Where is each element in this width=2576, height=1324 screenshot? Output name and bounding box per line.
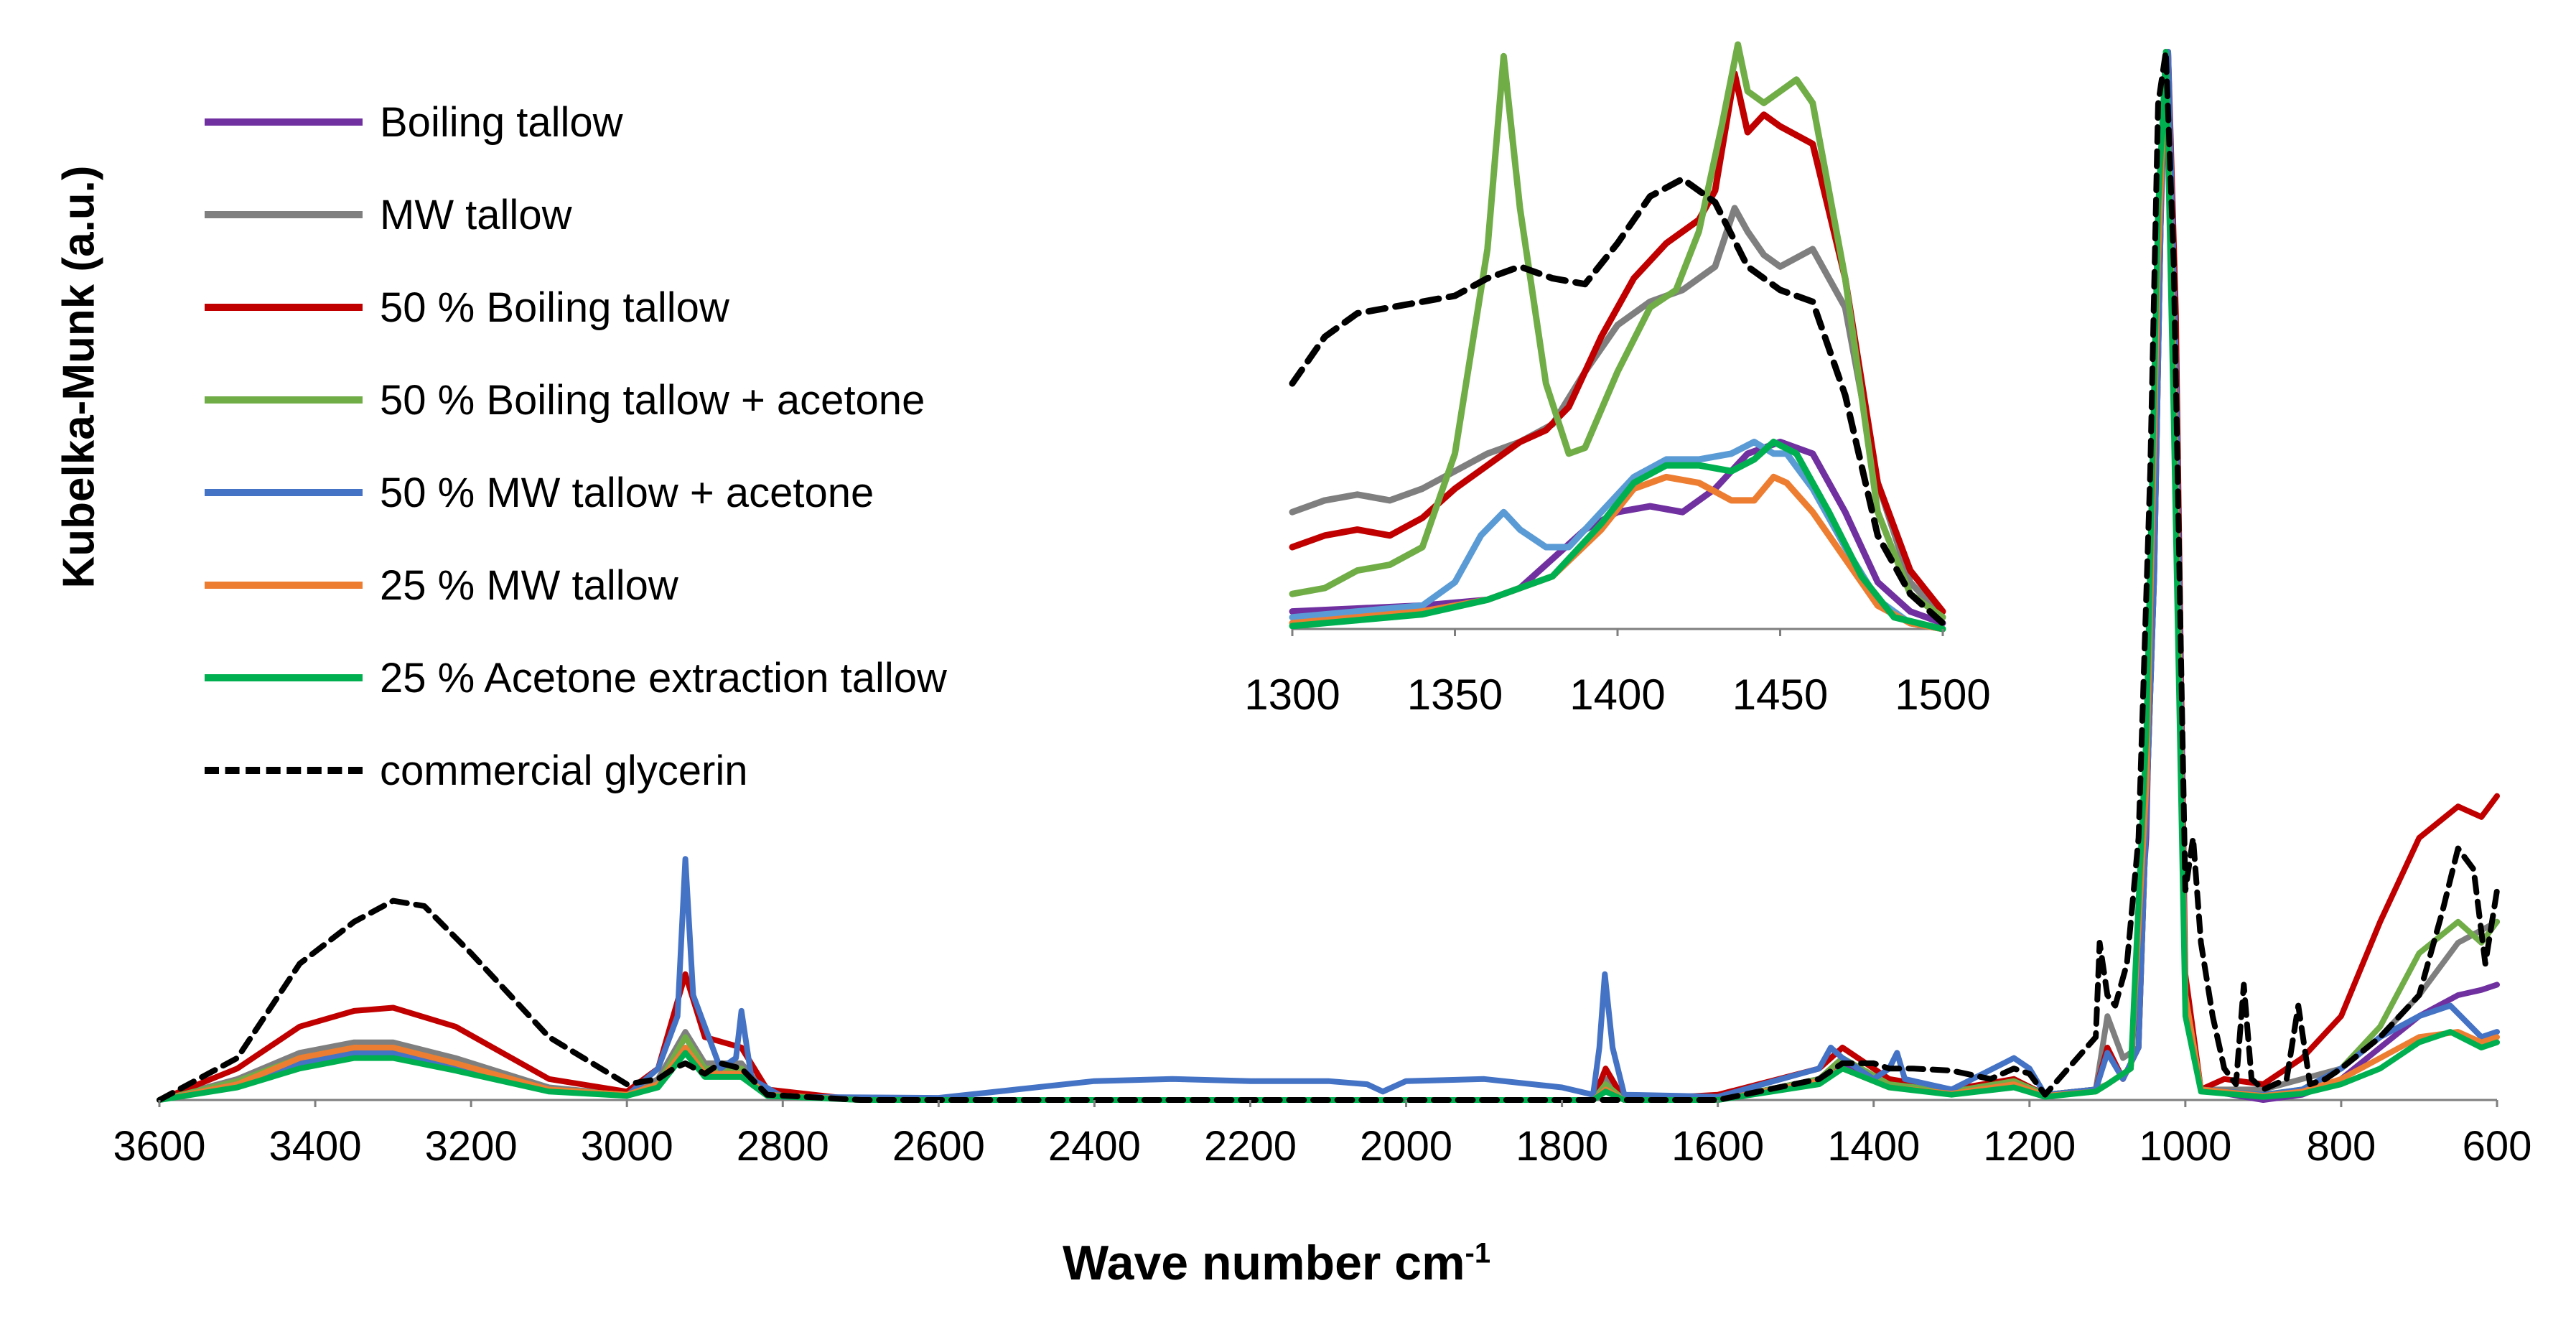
legend-label: 50 % MW tallow + acetone bbox=[380, 469, 874, 516]
main-tick-label-800: 800 bbox=[2307, 1123, 2376, 1170]
legend-swatch bbox=[205, 396, 363, 404]
legend-label: 25 % Acetone extraction tallow bbox=[380, 654, 947, 701]
legend-item-50-boiling-tallow-acetone: 50 % Boiling tallow + acetone bbox=[205, 371, 925, 429]
inset-tick-label-1450: 1450 bbox=[1732, 671, 1828, 719]
main-tick-label-2000: 2000 bbox=[1360, 1123, 1452, 1170]
main-tick-label-1600: 1600 bbox=[1671, 1123, 1764, 1170]
main-tick-label-2800: 2800 bbox=[737, 1123, 829, 1170]
legend-label: commercial glycerin bbox=[380, 747, 748, 794]
legend-item-50-mw-tallow-acetone: 50 % MW tallow + acetone bbox=[205, 464, 874, 521]
inset-tick-label-1400: 1400 bbox=[1569, 671, 1665, 719]
inset-series-commercial-glycerin bbox=[1289, 175, 1946, 627]
inset-tick-label-1350: 1350 bbox=[1407, 671, 1503, 719]
main-tick-label-2600: 2600 bbox=[892, 1123, 985, 1170]
inset-series-mw-tallow bbox=[1289, 205, 1946, 621]
main-tick-label-3400: 3400 bbox=[269, 1123, 362, 1170]
main-tick-label-1400: 1400 bbox=[1827, 1123, 1920, 1170]
legend-item-commercial-glycerin: commercial glycerin bbox=[205, 742, 747, 799]
legend-label: MW tallow bbox=[380, 191, 572, 238]
main-tick-label-3600: 3600 bbox=[113, 1123, 205, 1170]
main-tick-label-600: 600 bbox=[2463, 1123, 2532, 1170]
inset-series-50-boiling-tallow bbox=[1289, 70, 1946, 615]
legend-item-25-mw-tallow: 25 % MW tallow bbox=[205, 556, 678, 614]
inset-tick-label-1500: 1500 bbox=[1895, 671, 1990, 719]
legend-swatch bbox=[205, 582, 363, 589]
inset-series-50-boiling-tallow-acetone bbox=[1289, 41, 1946, 621]
legend-item-mw-tallow: MW tallow bbox=[205, 186, 571, 243]
main-series-25-acetone-extraction-tallow bbox=[157, 49, 2500, 1103]
legend-swatch bbox=[205, 211, 363, 218]
main-tick-label-2400: 2400 bbox=[1048, 1123, 1141, 1170]
legend-swatch bbox=[205, 489, 363, 496]
legend-swatch bbox=[205, 674, 363, 681]
main-tick-label-1200: 1200 bbox=[1983, 1123, 2076, 1170]
x-axis-label-superscript: -1 bbox=[1465, 1237, 1491, 1269]
legend-swatch bbox=[205, 767, 363, 774]
legend-item-25-acetone-extraction-tallow: 25 % Acetone extraction tallow bbox=[205, 649, 947, 707]
inset-series-25-acetone-extraction-tallow bbox=[1289, 439, 1946, 633]
legend-label: 50 % Boiling tallow bbox=[380, 284, 729, 331]
legend-swatch bbox=[205, 304, 363, 311]
main-tick-label-2200: 2200 bbox=[1204, 1123, 1297, 1170]
main-tick-label-1800: 1800 bbox=[1516, 1123, 1608, 1170]
x-axis-label-text: Wave number cm bbox=[1063, 1236, 1465, 1290]
legend-swatch bbox=[205, 118, 363, 126]
main-tick-label-1000: 1000 bbox=[2139, 1123, 2231, 1170]
legend-item-boiling-tallow: Boiling tallow bbox=[205, 93, 623, 151]
x-axis-label: Wave number cm-1 bbox=[1063, 1235, 1490, 1291]
main-series-commercial-glycerin bbox=[157, 49, 2500, 1103]
main-tick-label-3000: 3000 bbox=[581, 1123, 673, 1170]
legend-label: 25 % MW tallow bbox=[380, 561, 678, 609]
legend-label: 50 % Boiling tallow + acetone bbox=[380, 376, 925, 424]
legend-item-50-boiling-tallow: 50 % Boiling tallow bbox=[205, 279, 729, 336]
main-tick-label-3200: 3200 bbox=[425, 1123, 518, 1170]
inset-tick-label-1300: 1300 bbox=[1244, 671, 1340, 719]
legend-label: Boiling tallow bbox=[380, 98, 623, 146]
